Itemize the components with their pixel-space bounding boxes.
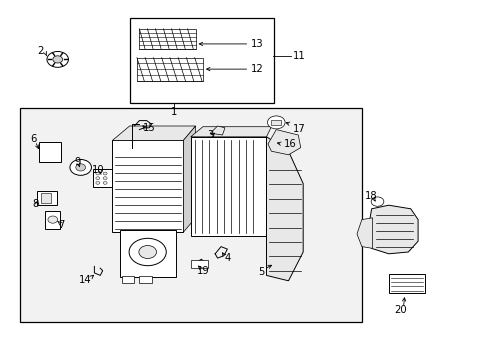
Bar xyxy=(45,211,60,229)
Text: 15: 15 xyxy=(142,123,155,133)
Polygon shape xyxy=(210,126,224,135)
Text: 19: 19 xyxy=(196,266,209,276)
Circle shape xyxy=(103,177,107,180)
Polygon shape xyxy=(112,126,195,140)
Text: 12: 12 xyxy=(250,64,263,74)
Circle shape xyxy=(96,181,100,184)
Bar xyxy=(190,260,207,268)
Polygon shape xyxy=(266,137,303,281)
Circle shape xyxy=(48,216,58,223)
Circle shape xyxy=(103,181,107,184)
Circle shape xyxy=(96,172,100,175)
Bar xyxy=(137,58,203,81)
Text: 8: 8 xyxy=(32,199,38,210)
Bar xyxy=(37,191,57,205)
Bar xyxy=(190,137,266,236)
Circle shape xyxy=(129,238,166,266)
Text: 14: 14 xyxy=(79,275,92,285)
Bar xyxy=(388,274,425,293)
Bar xyxy=(20,108,361,322)
Circle shape xyxy=(47,51,68,67)
Text: 9: 9 xyxy=(74,157,81,167)
Polygon shape xyxy=(190,127,271,137)
Text: 18: 18 xyxy=(365,191,377,201)
Text: 16: 16 xyxy=(283,139,296,149)
Bar xyxy=(120,230,176,277)
Text: 4: 4 xyxy=(224,253,230,264)
Text: 13: 13 xyxy=(250,39,263,49)
Circle shape xyxy=(139,246,156,258)
Text: 6: 6 xyxy=(30,134,37,144)
Bar xyxy=(129,18,273,103)
Circle shape xyxy=(76,164,85,171)
Bar xyxy=(41,193,51,203)
Bar xyxy=(122,276,134,283)
Polygon shape xyxy=(183,126,195,232)
Text: 10: 10 xyxy=(91,165,104,175)
Polygon shape xyxy=(356,218,372,248)
Bar xyxy=(139,29,195,49)
Text: 3: 3 xyxy=(207,130,213,140)
Text: 11: 11 xyxy=(292,51,305,61)
Text: 20: 20 xyxy=(394,305,407,315)
Polygon shape xyxy=(267,130,300,155)
Circle shape xyxy=(70,159,91,175)
Circle shape xyxy=(267,116,285,129)
Circle shape xyxy=(103,172,107,175)
Circle shape xyxy=(96,177,100,180)
Circle shape xyxy=(370,197,383,206)
Text: 1: 1 xyxy=(170,107,177,117)
Text: 2: 2 xyxy=(37,46,43,56)
Bar xyxy=(112,140,183,232)
Circle shape xyxy=(53,56,62,63)
Polygon shape xyxy=(368,205,417,254)
Text: 5: 5 xyxy=(258,267,264,277)
Bar xyxy=(139,276,151,283)
Text: 17: 17 xyxy=(292,123,305,134)
Text: 7: 7 xyxy=(58,220,64,230)
Bar xyxy=(93,169,112,187)
Bar xyxy=(271,120,281,125)
Bar xyxy=(39,142,61,162)
